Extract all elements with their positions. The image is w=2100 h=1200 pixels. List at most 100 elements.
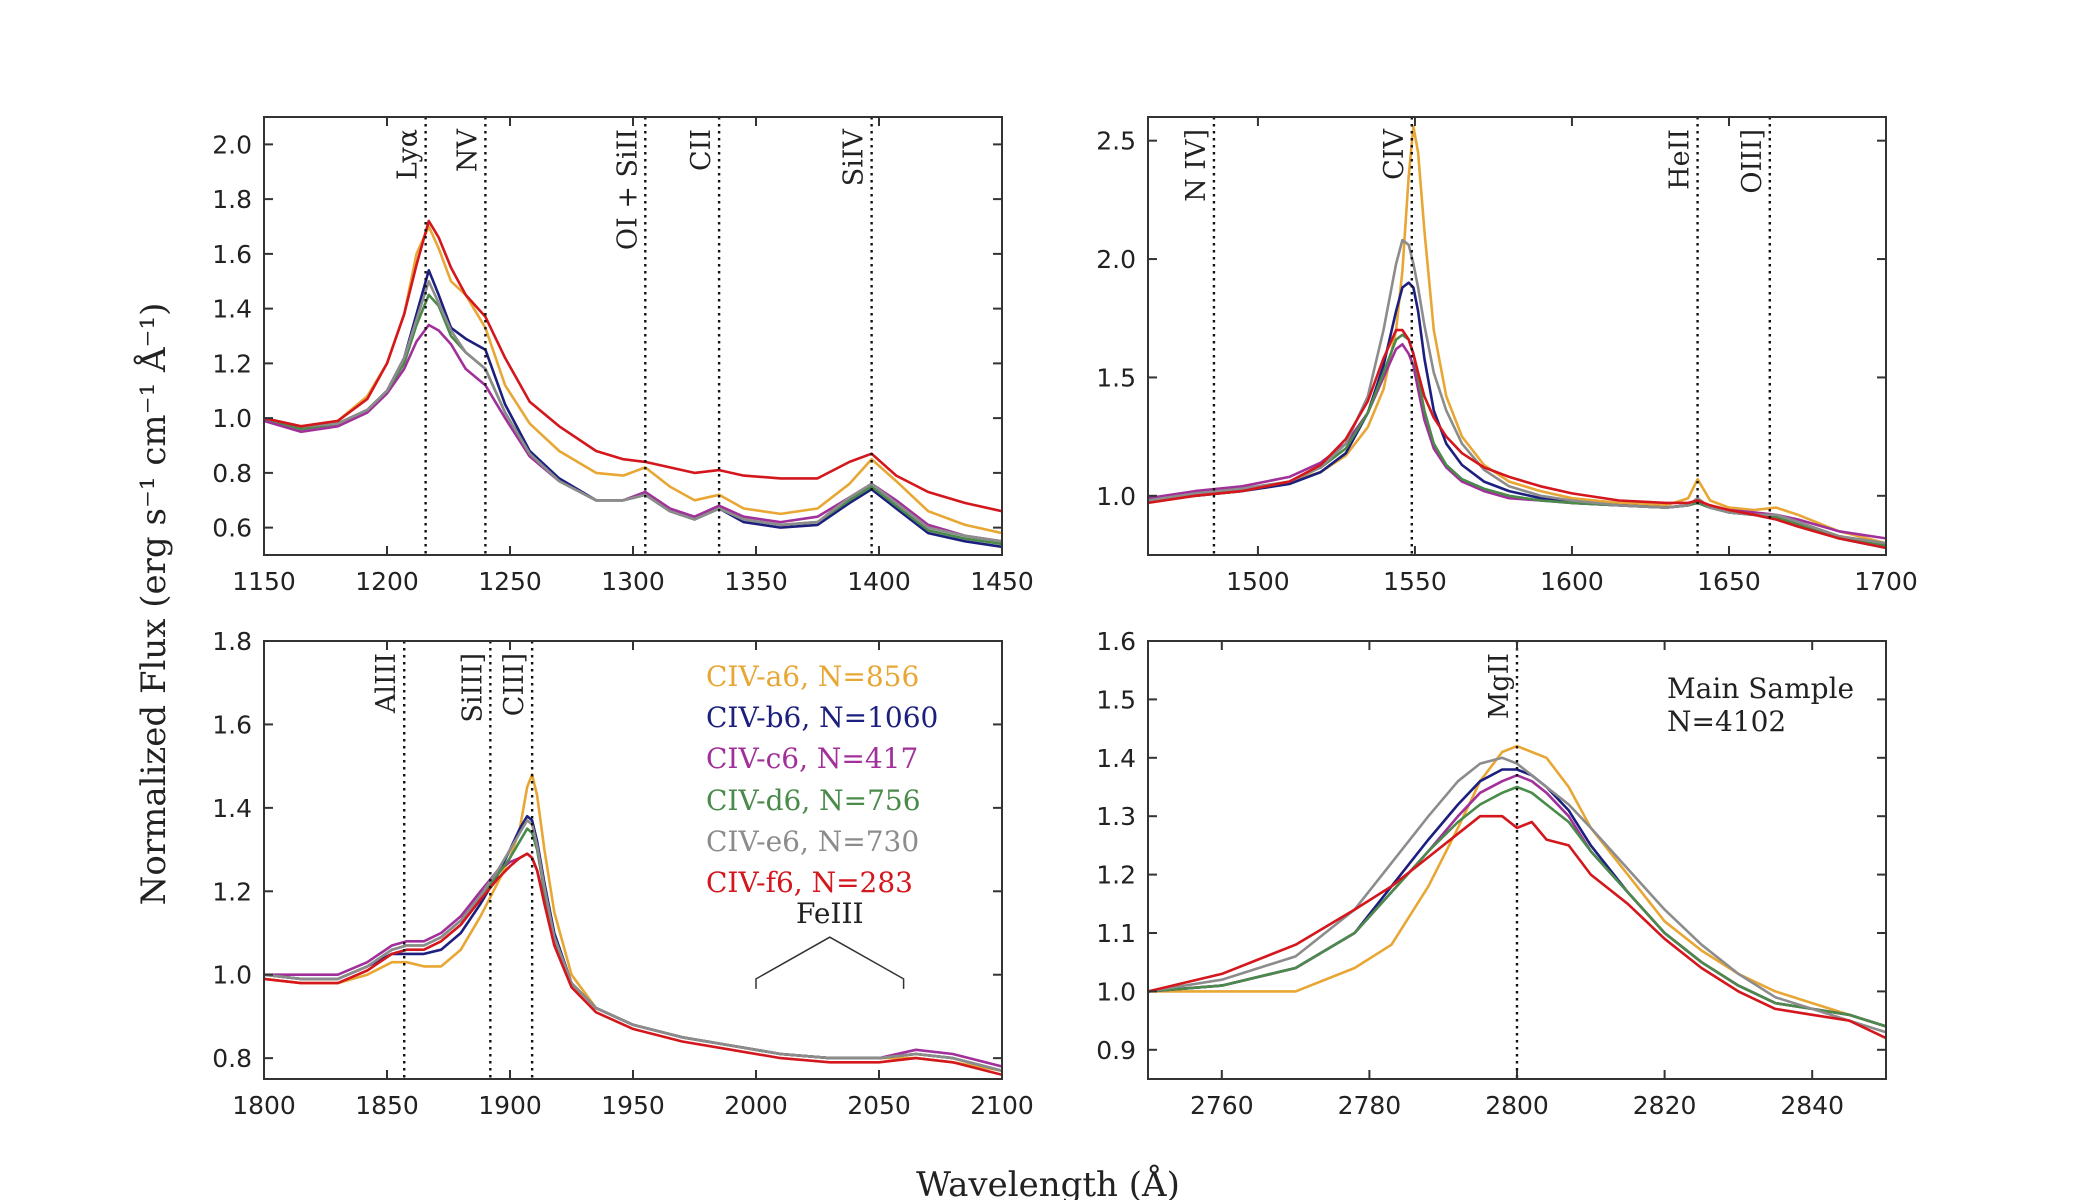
- x-tick-label: 2000: [724, 1091, 788, 1120]
- sample-annotation-line1: Main Sample: [1667, 672, 1854, 705]
- line-marker-label: HeII: [1665, 129, 1696, 190]
- series-line-civ-f6: [264, 852, 1002, 1077]
- x-tick-label: 2100: [970, 1091, 1034, 1120]
- feiii-bracket: [755, 936, 905, 989]
- series-line-civ-e6: [1148, 238, 1886, 545]
- feiii-annotation: FeIII: [755, 897, 905, 989]
- y-tick-label: 1.4: [1096, 744, 1136, 773]
- y-tick-label: 1.0: [212, 961, 252, 990]
- y-tick-label: 1.3: [1096, 802, 1136, 831]
- y-tick-label: 1.8: [212, 185, 252, 214]
- legend: CIV-a6, N=856 CIV-b6, N=1060 CIV-c6, N=4…: [706, 660, 938, 899]
- tick-layer: 1500 1550 1600 1650 1700 1.0 1.5 2.0 2.5: [1096, 117, 1918, 596]
- line-marker-label: CIII]: [499, 653, 530, 716]
- series-line-civ-c6: [264, 323, 1002, 543]
- y-tick-label: 0.8: [212, 1044, 252, 1073]
- line-marker-label: N IV]: [1181, 129, 1212, 202]
- legend-entry-c6: CIV-c6, N=417: [706, 742, 918, 775]
- series-line-civ-f6: [1148, 814, 1886, 1040]
- y-tick-label: 1.5: [1096, 685, 1136, 714]
- line-marker-label: CII: [686, 129, 717, 171]
- line-marker-layer: MgII: [1484, 641, 1519, 1079]
- line-marker-label: SiIII]: [457, 653, 488, 723]
- line-marker-layer: AlIII SiIII] CIII]: [371, 641, 534, 1079]
- y-tick-label: 1.2: [212, 877, 252, 906]
- x-tick-label: 1250: [478, 567, 542, 596]
- y-tick-label: 1.2: [1096, 861, 1136, 890]
- line-marker-label: AlIII: [371, 653, 402, 714]
- y-tick-label: 1.8: [212, 627, 252, 656]
- series-line-civ-b6: [1148, 768, 1886, 1028]
- y-tick-label: 1.0: [1096, 977, 1136, 1006]
- y-tick-label: 0.9: [1096, 1036, 1136, 1065]
- plot-frame: [1147, 116, 1887, 556]
- series-line-civ-f6: [1148, 328, 1886, 550]
- y-tick-label: 2.0: [212, 130, 252, 159]
- tick-layer: 1800 1850 1900 1950 2000 2050 2100 0.8 1.0 1.2 1.4…: [212, 627, 1034, 1120]
- x-tick-label: 2760: [1190, 1091, 1254, 1120]
- series-line-civ-d6: [264, 827, 1002, 1072]
- x-tick-label: 2840: [1780, 1091, 1844, 1120]
- series-line-civ-e6: [264, 279, 1002, 543]
- x-tick-label: 1800: [232, 1091, 296, 1120]
- x-axis-title: Wavelength (Å): [916, 1164, 1180, 1200]
- series-line-civ-b6: [264, 268, 1002, 549]
- x-tick-label: 1550: [1383, 567, 1447, 596]
- series-line-civ-a6: [264, 773, 1002, 1072]
- x-tick-label: 1300: [601, 567, 665, 596]
- line-marker-label: OIII]: [1737, 129, 1768, 194]
- series-layer: [1148, 125, 1886, 550]
- y-tick-label: 1.4: [212, 794, 252, 823]
- legend-entry-d6: CIV-d6, N=756: [706, 784, 921, 817]
- legend-entry-b6: CIV-b6, N=1060: [706, 701, 938, 734]
- y-tick-label: 1.5: [1096, 363, 1136, 392]
- line-marker-label: SiIV: [839, 128, 870, 186]
- y-tick-label: 1.0: [1096, 482, 1136, 511]
- sample-annotation: Main Sample N=4102: [1667, 672, 1854, 738]
- panel-top-left: Lyα NV OI + SiII CII SiIV 1150 1200 1250 1300 13…: [212, 116, 1034, 596]
- y-axis-title: Normalized Flux (erg s⁻¹ cm⁻¹ Å⁻¹): [133, 303, 174, 906]
- x-tick-label: 1400: [847, 567, 911, 596]
- x-tick-label: 1900: [478, 1091, 542, 1120]
- line-marker-label: NV: [452, 129, 483, 173]
- tick-layer: 2760 2780 2800 2820 2840 0.9 1.0 1.1 1.2 1.3 1.4 1.…: [1096, 627, 1886, 1120]
- panel-bottom-left: AlIII SiIII] CIII] 1800 1850 1900 1950 2000 205…: [212, 627, 1034, 1120]
- series-layer: [264, 773, 1002, 1077]
- legend-entry-a6: CIV-a6, N=856: [706, 660, 919, 693]
- x-tick-label: 1650: [1697, 567, 1761, 596]
- x-tick-label: 2780: [1338, 1091, 1402, 1120]
- y-tick-label: 2.5: [1096, 127, 1136, 156]
- tick-layer: 1150 1200 1250 1300 1350 1400 1450 0.6 0.8 1.0 1.2…: [212, 117, 1034, 596]
- series-layer: [264, 219, 1002, 549]
- x-tick-label: 1450: [970, 567, 1034, 596]
- x-tick-label: 1600: [1540, 567, 1604, 596]
- series-line-civ-a6: [264, 225, 1002, 535]
- series-line-civ-a6: [1148, 744, 1886, 1028]
- y-tick-label: 1.4: [212, 295, 252, 324]
- series-line-civ-c6: [1148, 342, 1886, 540]
- y-tick-label: 1.6: [1096, 627, 1136, 656]
- line-marker-layer: Lyα NV OI + SiII CII SiIV: [393, 117, 873, 555]
- line-marker-label: MgII: [1484, 653, 1515, 719]
- x-tick-label: 1850: [355, 1091, 419, 1120]
- x-tick-label: 1150: [232, 567, 296, 596]
- x-tick-label: 1950: [601, 1091, 665, 1120]
- series-line-civ-f6: [264, 219, 1002, 513]
- series-line-civ-a6: [1148, 125, 1886, 545]
- y-tick-label: 0.6: [212, 514, 252, 543]
- x-tick-label: 1200: [355, 567, 419, 596]
- y-tick-label: 1.6: [212, 240, 252, 269]
- x-tick-label: 2800: [1485, 1091, 1549, 1120]
- series-line-civ-e6: [1148, 756, 1886, 1034]
- y-tick-label: 1.2: [212, 349, 252, 378]
- y-tick-label: 1.6: [212, 710, 252, 739]
- feiii-label: FeIII: [796, 897, 864, 930]
- y-tick-label: 1.0: [212, 404, 252, 433]
- line-marker-label: CIV: [1379, 129, 1410, 180]
- x-tick-label: 2820: [1633, 1091, 1697, 1120]
- line-marker-layer: N IV] CIV HeII OIII]: [1181, 117, 1772, 555]
- panel-top-right: N IV] CIV HeII OIII] 1500 1550 1600 1650 1700 1.…: [1096, 116, 1918, 596]
- x-tick-label: 2050: [847, 1091, 911, 1120]
- legend-entry-e6: CIV-e6, N=730: [706, 825, 919, 858]
